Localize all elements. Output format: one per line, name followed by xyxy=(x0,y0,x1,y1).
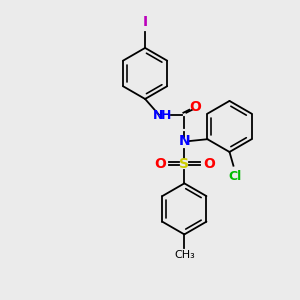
Text: O: O xyxy=(154,157,166,171)
Text: S: S xyxy=(179,157,189,171)
Text: H: H xyxy=(161,109,171,122)
Text: I: I xyxy=(142,15,148,29)
Text: CH₃: CH₃ xyxy=(174,250,195,260)
Text: N: N xyxy=(178,134,190,148)
Text: N: N xyxy=(153,109,163,122)
Text: O: O xyxy=(203,157,215,171)
Text: O: O xyxy=(189,100,201,114)
Text: Cl: Cl xyxy=(229,169,242,183)
